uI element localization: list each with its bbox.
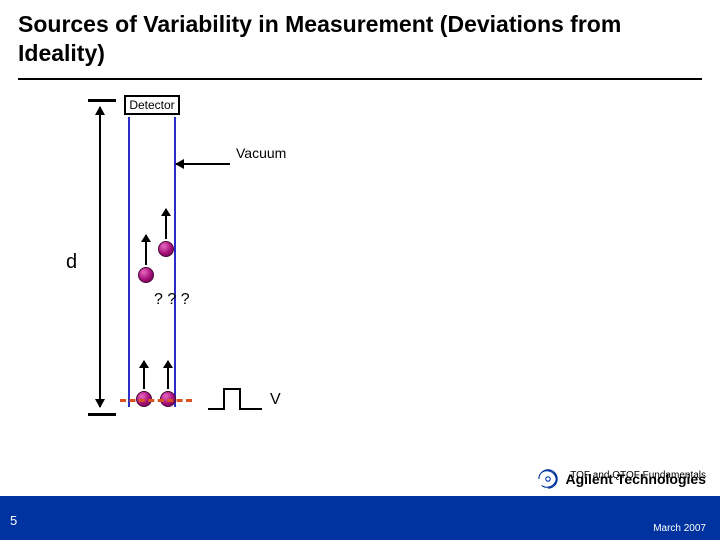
- voltage-pulse-icon: [208, 385, 262, 413]
- top-bar: [88, 99, 116, 102]
- footer-band: 5 March 2007: [0, 496, 720, 540]
- ion-arrow: [167, 361, 169, 389]
- footer-date: March 2007: [653, 523, 706, 534]
- slide-title: Sources of Variability in Measurement (D…: [18, 10, 698, 68]
- question-marks: ? ? ?: [154, 291, 190, 309]
- voltage-label: V: [270, 391, 281, 409]
- title-underline: [18, 78, 702, 80]
- spark-icon: [537, 468, 559, 490]
- bottom-bar: [88, 413, 116, 416]
- distance-label: d: [66, 251, 77, 274]
- source-plate-dashed-line: [120, 399, 192, 402]
- slide: Sources of Variability in Measurement (D…: [0, 0, 720, 540]
- vacuum-arrow: [176, 163, 230, 165]
- ion-arrow: [165, 209, 167, 239]
- logo-text: Agilent Technologies: [565, 471, 706, 487]
- ion-particle: [138, 267, 154, 283]
- tof-diagram: Detector d Vacuum ? ? ? V: [58, 95, 318, 435]
- page-number: 5: [10, 513, 17, 528]
- ion-arrow: [145, 235, 147, 265]
- agilent-logo: Agilent Technologies: [537, 468, 706, 490]
- flight-tube-left-wall: [128, 117, 130, 407]
- detector-box: Detector: [124, 95, 180, 115]
- vacuum-label: Vacuum: [236, 145, 286, 161]
- detector-label: Detector: [129, 98, 174, 112]
- ion-arrow: [143, 361, 145, 389]
- ion-particle: [158, 241, 174, 257]
- distance-arrow: [99, 107, 101, 407]
